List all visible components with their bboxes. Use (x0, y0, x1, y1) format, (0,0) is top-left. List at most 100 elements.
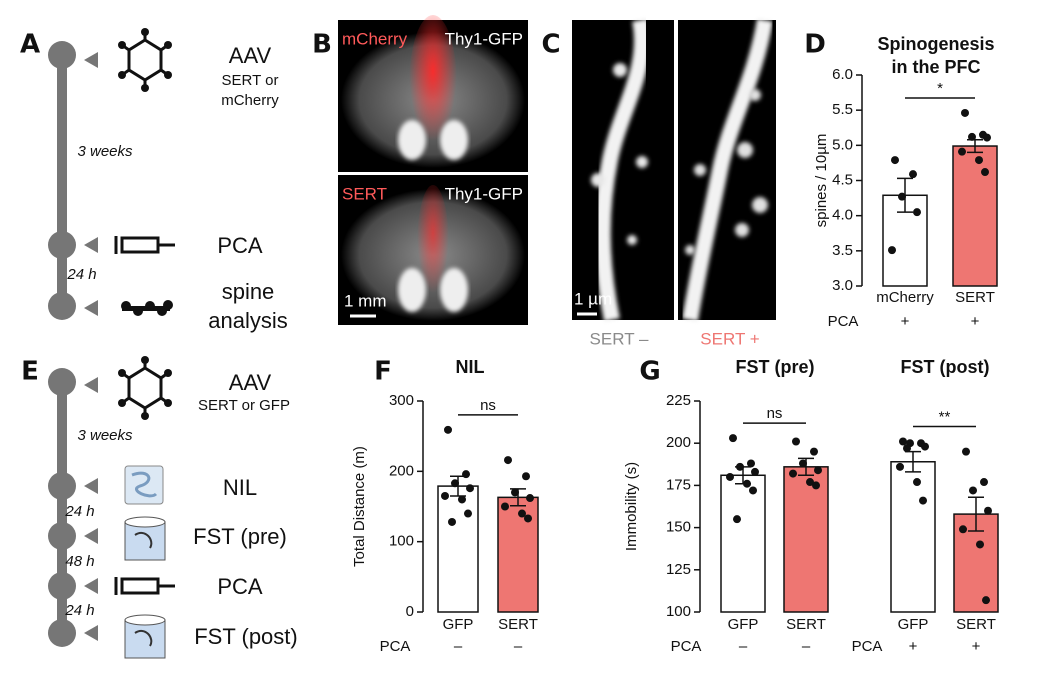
data-point (958, 147, 966, 156)
significance-label: * (937, 80, 943, 97)
data-point (919, 496, 927, 505)
y-tick-label: 225 (666, 392, 691, 409)
data-point (898, 192, 906, 201)
data-point (451, 479, 459, 488)
y-tick-label: 125 (666, 561, 691, 578)
y-tick-label: 4.0 (832, 207, 853, 224)
y-tick-label: 5.0 (832, 136, 853, 153)
panel-letter: G (639, 357, 660, 387)
data-point (909, 170, 917, 179)
timeline-a: A AAV SERT or mCherry 3 weeks PCA 24 h s… (20, 28, 288, 333)
step-label: analysis (208, 308, 287, 333)
row-label: PCA (828, 313, 859, 330)
step-label: AAV (229, 43, 272, 68)
row-value: – (454, 638, 463, 655)
x-tick-label: SERT (956, 616, 996, 633)
data-point (899, 437, 907, 446)
significance-label: ns (480, 397, 496, 414)
step-label: spine (222, 279, 275, 304)
step-detail: mCherry (221, 92, 279, 109)
panel-letter: C (541, 30, 560, 60)
data-point (458, 495, 466, 504)
step-detail: SERT or GFP (198, 397, 290, 414)
row-value: + (901, 313, 910, 330)
panel-letter: F (374, 357, 392, 387)
data-point (462, 470, 470, 479)
y-tick-label: 200 (666, 434, 691, 451)
interval-label: 3 weeks (77, 143, 133, 160)
bar (890, 461, 936, 613)
step-label: FST (post) (194, 624, 298, 649)
interval-label: 24 h (66, 266, 96, 283)
data-point (726, 472, 734, 481)
row-value: – (514, 638, 523, 655)
data-point (504, 456, 512, 465)
chart-title: FST (pre) (736, 357, 815, 377)
row-value: + (909, 638, 918, 655)
image-caption: SERT – (590, 329, 649, 348)
data-point (749, 486, 757, 495)
data-point (888, 246, 896, 255)
x-tick-label: GFP (443, 616, 474, 633)
significance-label: ** (939, 408, 951, 425)
x-tick-label: GFP (728, 616, 759, 633)
row-label: PCA (671, 638, 702, 655)
data-point (524, 514, 532, 523)
bar (437, 485, 479, 613)
y-tick-label: 0 (406, 603, 414, 620)
data-point (810, 447, 818, 456)
y-tick-label: 150 (666, 519, 691, 536)
data-point (921, 442, 929, 451)
interval-label: 3 weeks (77, 427, 133, 444)
step-detail: SERT or (222, 72, 279, 89)
data-point (518, 509, 526, 518)
row-value: + (972, 638, 981, 655)
data-point (903, 444, 911, 453)
image-label: mCherry (342, 29, 408, 48)
panel-letter: B (312, 30, 332, 60)
data-point (891, 156, 899, 165)
timeline-e: E AAV SERT or GFP 3 weeks NIL 24 h FST (… (21, 356, 298, 659)
data-point (466, 484, 474, 493)
y-tick-label: 3.5 (832, 242, 853, 259)
data-point (729, 434, 737, 443)
data-point (980, 478, 988, 487)
x-tick-label: GFP (898, 616, 929, 633)
step-label: PCA (217, 574, 263, 599)
data-point (968, 132, 976, 141)
bar (952, 145, 998, 287)
y-tick-label: 175 (666, 476, 691, 493)
data-point (736, 462, 744, 471)
step-label: AAV (229, 370, 272, 395)
interval-label: 24 h (64, 602, 94, 619)
data-point (792, 437, 800, 446)
data-point (969, 486, 977, 495)
image-caption: SERT + (700, 329, 759, 348)
data-point (984, 506, 992, 515)
scale-label: 1 µm (574, 289, 612, 308)
data-point (896, 462, 904, 471)
step-label: FST (pre) (193, 524, 287, 549)
row-label: PCA (380, 638, 411, 655)
scale-label: 1 mm (344, 291, 387, 310)
data-point (976, 540, 984, 549)
data-point (806, 478, 814, 487)
data-point (444, 425, 452, 434)
bar (783, 466, 829, 613)
data-point (913, 208, 921, 217)
data-point (962, 447, 970, 456)
y-tick-label: 200 (389, 462, 414, 479)
interval-label: 48 h (65, 553, 94, 570)
panel-c: C 1 µm SERT – SERT + (541, 18, 776, 348)
panel-b: B mCherry Thy1-GFP SERT Thy1-GFP 1 mm (312, 15, 528, 325)
y-axis-label: Immobility (s) (623, 462, 640, 551)
panel-letter: D (804, 30, 826, 60)
data-point (982, 596, 990, 605)
significance-label: ns (767, 405, 783, 422)
row-value: + (971, 313, 980, 330)
panel-letter: E (21, 357, 39, 387)
data-point (501, 502, 509, 511)
data-point (448, 517, 456, 526)
chart-title: NIL (456, 357, 485, 377)
